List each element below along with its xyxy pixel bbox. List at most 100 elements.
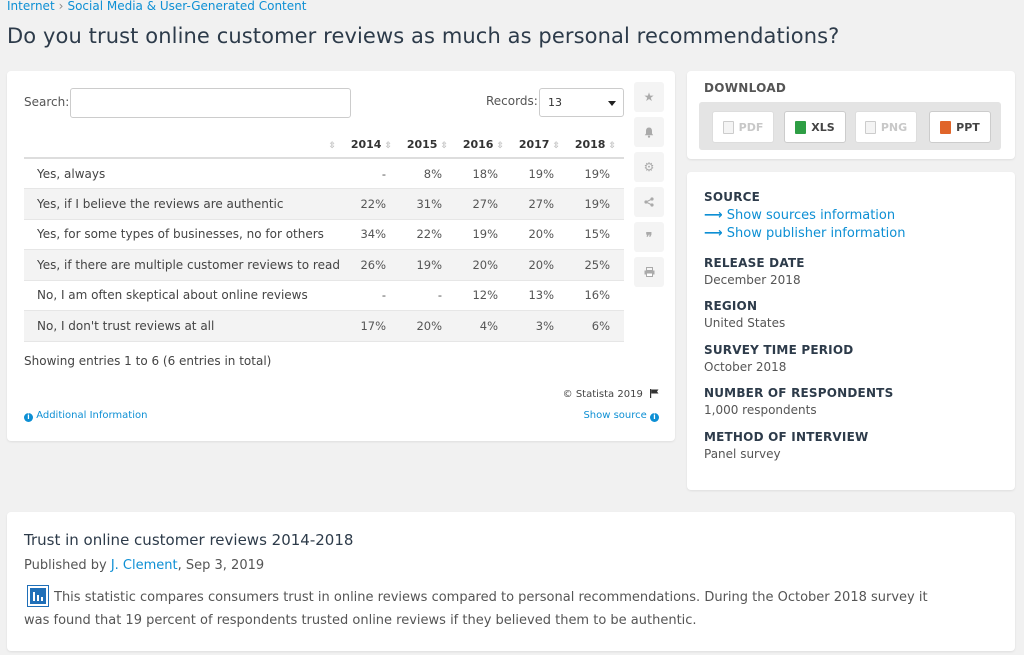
- table-cell: 34%: [344, 219, 400, 250]
- table-row: Yes, always - 8% 18% 19% 19%: [24, 158, 624, 189]
- published-date: , Sep 3, 2019: [177, 558, 265, 573]
- breadcrumb-social-media-link[interactable]: Social Media & User-Generated Content: [67, 0, 307, 13]
- table-cell: -: [344, 280, 400, 311]
- notification-button[interactable]: [634, 117, 664, 147]
- table-cell: 19%: [568, 188, 624, 220]
- download-xls-label: XLS: [811, 120, 835, 134]
- table-cell: 12%: [456, 280, 512, 311]
- gear-icon: ⚙: [643, 160, 655, 174]
- download-button-bar: PDF XLS PNG PPT: [699, 102, 1001, 150]
- download-xls-button[interactable]: XLS: [784, 111, 846, 143]
- show-source-link[interactable]: Show source i: [583, 410, 659, 422]
- table-cell: 19%: [456, 219, 512, 250]
- entries-info: Showing entries 1 to 6 (6 entries in tot…: [24, 354, 272, 368]
- published-by: Published by J. Clement, Sep 3, 2019: [24, 558, 264, 573]
- release-date-value: December 2018: [704, 273, 801, 287]
- column-header-2017[interactable]: 2017 ⇳: [512, 131, 568, 159]
- bell-icon: [644, 127, 654, 138]
- additional-information-label: Additional Information: [36, 410, 148, 421]
- column-header-2016[interactable]: 2016 ⇳: [456, 131, 512, 159]
- records-select[interactable]: 13: [539, 88, 624, 117]
- table-cell: -: [344, 158, 400, 189]
- show-publisher-label: Show publisher information: [726, 226, 906, 241]
- column-header-label[interactable]: ⇳: [24, 131, 344, 159]
- share-button[interactable]: [634, 187, 664, 217]
- author-link[interactable]: J. Clement: [110, 558, 178, 573]
- arrow-right-icon: ⟶: [704, 208, 723, 223]
- column-header-2014[interactable]: 2014 ⇳: [344, 131, 400, 159]
- table-cell: 22%: [400, 219, 456, 250]
- source-section: SOURCE ⟶ Show sources information ⟶ Show…: [704, 190, 905, 241]
- column-header-2015[interactable]: 2015 ⇳: [400, 131, 456, 159]
- print-button[interactable]: [634, 257, 664, 287]
- table-cell: 20%: [456, 249, 512, 281]
- download-pdf-button[interactable]: PDF: [712, 111, 774, 143]
- flag-icon: [650, 389, 659, 398]
- show-sources-link[interactable]: ⟶ Show sources information: [704, 208, 905, 223]
- chevron-down-icon: [608, 101, 616, 106]
- interview-method-section: METHOD OF INTERVIEW Panel survey: [704, 430, 868, 461]
- table-cell: 4%: [456, 310, 512, 342]
- table-cell: 26%: [344, 249, 400, 281]
- table-cell: 3%: [512, 310, 568, 342]
- row-label: Yes, if I believe the reviews are authen…: [24, 188, 344, 220]
- table-cell: 22%: [344, 188, 400, 220]
- respondents-value: 1,000 respondents: [704, 403, 817, 417]
- info-icon: i: [650, 413, 659, 422]
- bar-chart-icon: [27, 585, 49, 607]
- table-cell: 27%: [456, 188, 512, 220]
- breadcrumb-separator: ›: [58, 0, 64, 13]
- info-icon: i: [24, 413, 33, 422]
- download-png-button[interactable]: PNG: [855, 111, 917, 143]
- additional-information-link[interactable]: i Additional Information: [24, 410, 147, 422]
- published-prefix: Published by: [24, 558, 107, 573]
- breadcrumb-internet-link[interactable]: Internet: [7, 0, 55, 13]
- search-label: Search:: [24, 95, 70, 109]
- cite-button[interactable]: ❞: [634, 222, 664, 252]
- table-cell: 27%: [512, 188, 568, 220]
- download-ppt-label: PPT: [956, 120, 980, 134]
- region-value: United States: [704, 316, 786, 330]
- column-header-2018[interactable]: 2018 ⇳: [568, 131, 624, 159]
- interview-method-label: METHOD OF INTERVIEW: [704, 430, 869, 444]
- description-title: Trust in online customer reviews 2014-20…: [24, 531, 354, 549]
- table-cell: 13%: [512, 280, 568, 311]
- statistic-table-card: Search: Records: 13 ⇳ 2014 ⇳ 2015 ⇳ 2016 ⇳ …: [7, 71, 675, 441]
- favorite-button[interactable]: ★: [634, 82, 664, 112]
- download-title: DOWNLOAD: [704, 81, 787, 95]
- arrow-right-icon: ⟶: [704, 226, 723, 241]
- records-select-value: 13: [548, 96, 562, 109]
- table-row: Yes, for some types of businesses, no fo…: [24, 219, 624, 250]
- description-card: Trust in online customer reviews 2014-20…: [7, 512, 1015, 651]
- download-ppt-button[interactable]: PPT: [929, 111, 991, 143]
- sort-icon: ⇳: [384, 140, 392, 151]
- sort-icon: ⇳: [608, 140, 616, 151]
- source-card: SOURCE ⟶ Show sources information ⟶ Show…: [687, 172, 1015, 490]
- row-label: No, I don't trust reviews at all: [24, 310, 344, 342]
- sort-icon: ⇳: [496, 140, 504, 151]
- settings-button[interactable]: ⚙: [634, 152, 664, 182]
- copyright-notice: © Statista 2019: [563, 389, 659, 400]
- table-cell: 6%: [568, 310, 624, 342]
- table-row: Yes, if I believe the reviews are authen…: [24, 188, 624, 220]
- row-label: No, I am often skeptical about online re…: [24, 280, 344, 311]
- side-toolbar: ★ ⚙ ❞: [634, 82, 664, 292]
- download-card: DOWNLOAD PDF XLS PNG PPT: [687, 71, 1015, 159]
- table-row: No, I am often skeptical about online re…: [24, 280, 624, 311]
- region-label: REGION: [704, 299, 758, 313]
- table-cell: 18%: [456, 158, 512, 189]
- table-header-row: ⇳ 2014 ⇳ 2015 ⇳ 2016 ⇳ 2017 ⇳ 2018 ⇳: [24, 131, 624, 159]
- row-label: Yes, always: [24, 158, 344, 189]
- source-heading: SOURCE: [704, 190, 761, 204]
- sort-icon: ⇳: [552, 140, 560, 151]
- star-icon: ★: [643, 90, 655, 104]
- search-input[interactable]: [70, 88, 351, 118]
- records-label: Records:: [486, 94, 538, 108]
- row-label: Yes, if there are multiple customer revi…: [24, 249, 344, 281]
- show-publisher-link[interactable]: ⟶ Show publisher information: [704, 226, 905, 241]
- survey-period-section: SURVEY TIME PERIOD October 2018: [704, 343, 853, 374]
- page-title: Do you trust online customer reviews as …: [7, 24, 840, 48]
- xls-file-icon: [795, 120, 807, 134]
- png-file-icon: [864, 120, 876, 134]
- respondents-section: NUMBER OF RESPONDENTS 1,000 respondents: [704, 386, 893, 417]
